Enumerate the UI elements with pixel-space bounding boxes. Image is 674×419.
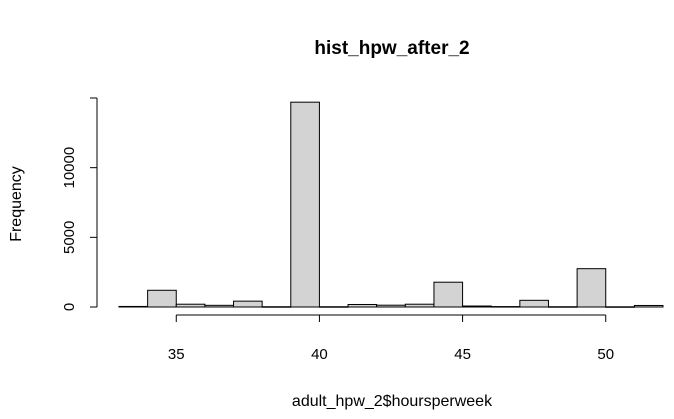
histogram-bar-0 bbox=[118, 305, 149, 308]
x-tick-label-2: 45 bbox=[454, 346, 471, 363]
histogram-bar-15 bbox=[547, 306, 578, 308]
y-tick-label-0: 0 bbox=[61, 303, 78, 311]
histogram-bar-2 bbox=[175, 303, 206, 308]
bars-group bbox=[118, 101, 664, 308]
histogram-bar-10 bbox=[404, 303, 435, 308]
x-axis-label: adult_hpw_2$hoursperweek bbox=[292, 393, 493, 410]
x-tick-label-0: 35 bbox=[168, 346, 185, 363]
histogram-bar-1 bbox=[147, 289, 177, 308]
histogram-bar-7 bbox=[318, 306, 349, 308]
x-tick-label-1: 40 bbox=[311, 346, 328, 363]
histogram-bar-13 bbox=[490, 306, 521, 308]
histogram-bar-5 bbox=[261, 306, 292, 308]
histogram-bar-17 bbox=[605, 306, 635, 308]
histogram-bar-16 bbox=[576, 268, 607, 308]
y-axis: 0 5000 10000 bbox=[61, 97, 98, 311]
histogram-bar-18 bbox=[633, 304, 664, 308]
histogram-bar-6 bbox=[290, 101, 320, 308]
histogram-bar-14 bbox=[519, 299, 549, 308]
x-axis: 35 40 45 50 bbox=[168, 314, 614, 363]
x-tick-label-3: 50 bbox=[597, 346, 614, 363]
y-tick-label-1: 5000 bbox=[61, 221, 78, 254]
histogram-bar-8 bbox=[347, 303, 378, 308]
histogram-bar-4 bbox=[233, 300, 263, 308]
y-tick-label-2: 10000 bbox=[61, 147, 78, 189]
histogram-bar-12 bbox=[462, 305, 492, 308]
chart-title: hist_hpw_after_2 bbox=[314, 38, 469, 59]
y-axis-label: Frequency bbox=[8, 166, 25, 242]
histogram-bar-3 bbox=[204, 304, 235, 308]
histogram-bar-9 bbox=[376, 304, 406, 308]
histogram-bar-11 bbox=[433, 281, 464, 308]
